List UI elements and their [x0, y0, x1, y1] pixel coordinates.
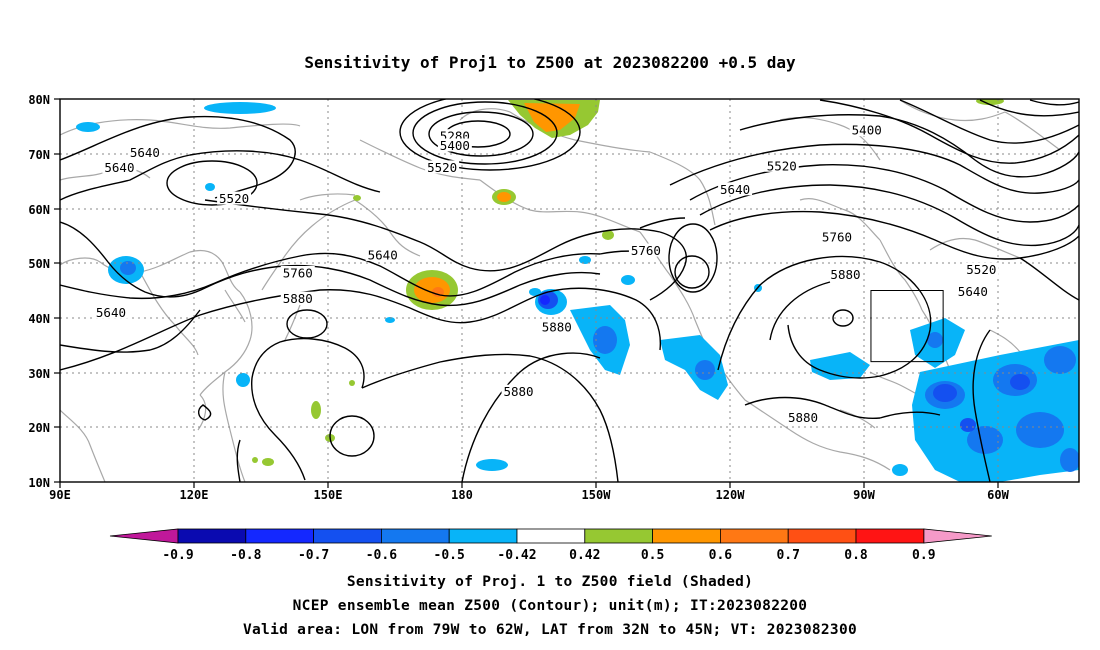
colorbar-label: 0.9 — [912, 548, 935, 563]
lon-label: 120E — [180, 488, 209, 502]
lat-label: 80N — [28, 93, 50, 107]
lon-label: 180 — [451, 488, 473, 502]
contour-label-bg — [849, 123, 884, 137]
lat-label: 50N — [28, 257, 50, 271]
colorbar-label: 0.7 — [776, 548, 799, 563]
contour-label: 5880 — [283, 291, 313, 306]
contour-label: 5760 — [283, 265, 313, 280]
lat-label: 20N — [28, 421, 50, 435]
lon-label: 150E — [314, 488, 343, 502]
contour-label: 5640 — [958, 284, 988, 299]
contour-label-bg — [280, 265, 315, 279]
contour-label-bg — [217, 191, 252, 205]
colorbar-segment — [245, 528, 315, 544]
valid-area-box — [870, 290, 944, 363]
contour-label-bg — [280, 291, 315, 305]
colorbar-label: -0.5 — [434, 548, 465, 563]
colorbar-segment — [584, 528, 653, 544]
contour-label: 5640 — [130, 145, 160, 160]
contour-label-bg — [828, 267, 863, 281]
contour-label-bg — [365, 247, 400, 261]
colorbar-segment — [177, 528, 247, 544]
colorbar-label: -0.42 — [497, 548, 536, 563]
contour-label: 5640 — [368, 247, 398, 262]
colorbar-label: 0.5 — [641, 548, 664, 563]
contour-label: 5520 — [427, 160, 457, 175]
colorbar-label: -0.9 — [162, 548, 193, 563]
contour-label-bg — [539, 320, 574, 334]
lat-label: 60N — [28, 203, 50, 217]
contour-label: 5880 — [542, 320, 572, 335]
lon-label: 150W — [582, 488, 612, 502]
contour-label-bg — [764, 158, 799, 172]
contour-label: 5520 — [966, 262, 996, 277]
contour-label: 5880 — [503, 384, 533, 399]
contour-label-bg — [964, 262, 999, 276]
lon-label: 90W — [853, 488, 875, 502]
contour-label: 5640 — [96, 305, 126, 320]
colorbar-label: 0.6 — [709, 548, 733, 563]
colorbar-segment — [313, 528, 382, 544]
tick-marks — [54, 98, 999, 488]
colorbar: -0.9 -0.8 -0.7 -0.6 -0.5 -0.42 0.42 0.5 0.6 0.7 0.… — [109, 528, 992, 563]
coastlines — [60, 99, 1061, 482]
colorbar-high-arrow — [923, 528, 992, 544]
colorbar-segment — [448, 528, 518, 544]
contour-label: 5880 — [788, 410, 818, 425]
lon-label: 120W — [716, 488, 746, 502]
contour-label: 5760 — [631, 243, 661, 258]
z500-contours — [60, 99, 1079, 482]
colorbar-label: 0.8 — [844, 548, 868, 563]
colorbar-segment — [787, 528, 857, 544]
contour-labels: 5280540055205640564055205640576056405880… — [93, 123, 999, 425]
colorbar-label: 0.42 — [569, 548, 600, 563]
colorbar-label: -0.6 — [366, 548, 397, 563]
contour-label-bg — [93, 305, 128, 319]
colorbar-segment — [380, 528, 450, 544]
colorbar-segment — [652, 528, 721, 544]
map-title: Sensitivity of Proj1 to Z500 at 20230822… — [304, 53, 796, 72]
colorbar-label: -0.8 — [230, 548, 261, 563]
colorbar-segment — [720, 528, 789, 544]
caption-line-3: Valid area: LON from 79W to 62W, LAT fro… — [242, 622, 858, 638]
contour-label: 5640 — [104, 160, 134, 175]
contour-label: 5880 — [830, 267, 860, 282]
lat-label: 30N — [28, 367, 50, 381]
lat-axis-labels: 80N 70N 60N 50N 40N 30N 20N 10N — [28, 93, 50, 490]
sensitivity-shading — [76, 99, 1079, 482]
lat-label: 70N — [28, 148, 50, 162]
contour-label: 5760 — [822, 229, 852, 244]
contour-label-bg — [102, 160, 137, 174]
contour-label-bg — [425, 160, 460, 174]
colorbar-low-arrow — [109, 528, 179, 544]
contour-label-bg — [819, 229, 854, 243]
contour-label: 5400 — [852, 123, 882, 138]
contour-label-bg — [501, 384, 536, 398]
contour-label-bg — [786, 410, 821, 424]
colorbar-segment — [516, 528, 586, 544]
caption-line-1: Sensitivity of Proj. 1 to Z500 field (Sh… — [346, 574, 754, 590]
lat-label: 40N — [28, 312, 50, 326]
contour-label-bg — [127, 145, 162, 159]
colorbar-segment — [855, 528, 925, 544]
contour-label-bg — [437, 138, 472, 152]
colorbar-label: -0.7 — [298, 548, 329, 563]
contour-label: 5520 — [767, 158, 797, 173]
contour-label-bg — [628, 243, 663, 257]
lon-label: 90E — [49, 488, 71, 502]
contour-label-bg — [955, 284, 990, 298]
lon-label: 60W — [987, 488, 1009, 502]
contour-label: 5640 — [720, 182, 750, 197]
contour-label: 5400 — [440, 138, 470, 153]
plot-frame — [59, 98, 1080, 483]
caption-line-2: NCEP ensemble mean Z500 (Contour); unit(… — [292, 598, 808, 614]
contour-label-bg — [718, 182, 753, 196]
lat-label: 10N — [28, 476, 50, 490]
lon-axis-labels: 90E 120E 150E 180 150W 120W 90W 60W — [49, 488, 1009, 502]
contour-label: 5520 — [219, 191, 249, 206]
plot-area: 5280540055205640564055205640576056405880… — [60, 99, 1079, 482]
